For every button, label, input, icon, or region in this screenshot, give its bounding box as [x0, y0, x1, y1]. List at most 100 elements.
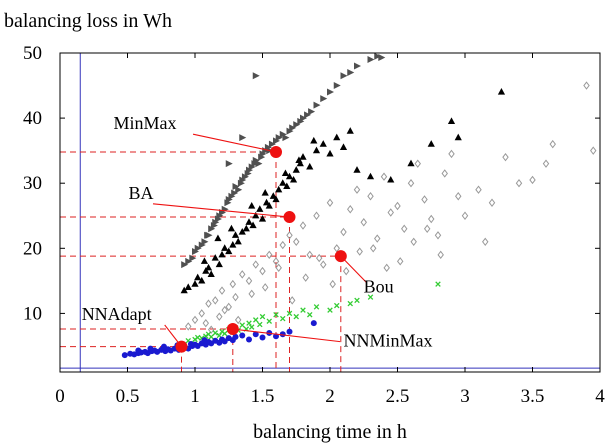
- bou-point: [275, 263, 282, 273]
- minmax-point: [289, 124, 297, 132]
- x-axis-label: balancing time in h: [253, 421, 407, 443]
- minmax-point: [216, 212, 224, 220]
- minmax-point: [273, 137, 280, 145]
- nnadapt-series: [121, 320, 317, 359]
- nnminmax-point: [221, 330, 228, 337]
- ba-point: [319, 140, 327, 147]
- ba-highlight-point: [283, 211, 296, 224]
- minmax-point: [268, 140, 276, 148]
- ba-point: [180, 286, 188, 294]
- nnadapt-point: [221, 338, 228, 345]
- bou-point: [383, 263, 390, 273]
- bou-point: [387, 208, 394, 217]
- minmax-point: [248, 163, 256, 171]
- x-tick-label: 0.5: [116, 386, 140, 407]
- minmax-point: [185, 257, 193, 265]
- bou-point: [367, 192, 374, 201]
- ba-leader-line: [152, 203, 290, 218]
- nnminmax-point: [327, 307, 333, 313]
- ba-annotation-label: BA: [128, 183, 153, 203]
- nnminmax-highlight-point: [226, 323, 239, 336]
- bou-point: [583, 81, 590, 90]
- bou-point: [288, 296, 296, 305]
- nnadapt-point: [187, 341, 194, 348]
- y-tick-label: 10: [23, 303, 42, 324]
- bou-point: [225, 302, 232, 312]
- bou-point: [410, 237, 417, 247]
- bou-point: [329, 279, 336, 289]
- bou-point: [205, 299, 212, 308]
- nnminmax-point: [248, 324, 255, 330]
- ba-point: [184, 283, 192, 290]
- minmax-point: [374, 53, 382, 60]
- ba-point: [346, 127, 354, 134]
- ba-point: [200, 257, 209, 264]
- x-tick-label: 1.5: [251, 386, 275, 407]
- nnadapt-highlight-point: [175, 340, 188, 353]
- minmax-point: [228, 192, 236, 200]
- minmax-point: [300, 114, 307, 122]
- nnminmax-point: [333, 302, 340, 309]
- minmax-point: [212, 218, 220, 226]
- nnminmax-leader-line: [232, 328, 341, 343]
- ba-point: [289, 175, 298, 183]
- ba-point: [258, 215, 267, 222]
- bou-point: [216, 312, 223, 321]
- ba-point: [497, 88, 506, 95]
- minmax-annotation-label: MinMax: [114, 113, 177, 133]
- nnminmax-point: [279, 315, 286, 322]
- nnminmax-point: [435, 281, 441, 287]
- nnminmax-point: [257, 321, 263, 328]
- y-axis-label: balancing loss in Wh: [4, 10, 172, 32]
- x-tick-label: 3: [460, 386, 470, 407]
- ba-point: [261, 188, 269, 196]
- bou-point: [394, 201, 401, 211]
- data-points: [121, 53, 597, 359]
- minmax-series: [181, 53, 386, 269]
- bou-point: [259, 266, 266, 276]
- ba-point: [279, 179, 287, 186]
- ba-point: [231, 231, 240, 238]
- bou-point: [414, 159, 421, 168]
- minmax-point: [198, 241, 206, 249]
- x-axis-ticks: 0 0.5 1 1.5 2 2.5 3 3.5 4: [55, 53, 605, 407]
- bou-point: [198, 309, 205, 318]
- ba-point: [207, 270, 215, 277]
- bou-point: [421, 195, 428, 204]
- minmax-point: [354, 62, 361, 70]
- ba-point: [326, 149, 334, 157]
- minmax-point: [232, 182, 240, 190]
- bou-point: [407, 178, 415, 188]
- minmax-point: [205, 231, 213, 239]
- minmax-point: [308, 108, 316, 116]
- ba-point: [310, 136, 318, 144]
- minmax-point: [225, 160, 233, 168]
- minmax-point: [225, 195, 233, 203]
- bou-point: [515, 178, 523, 188]
- minmax-point: [252, 72, 260, 80]
- ba-point: [198, 276, 206, 284]
- bou-point: [461, 211, 469, 220]
- minmax-point: [239, 176, 247, 184]
- nnminmax-point: [313, 304, 320, 310]
- bou-point: [212, 296, 219, 305]
- minmax-point: [282, 134, 290, 142]
- ba-point: [292, 166, 300, 173]
- nnadapt-point: [232, 333, 239, 340]
- ba-point: [245, 218, 253, 225]
- ba-point: [252, 211, 260, 219]
- minmax-point: [333, 82, 341, 90]
- bou-point: [401, 224, 408, 233]
- ba-point: [275, 185, 283, 193]
- ba-point: [353, 166, 361, 173]
- ba-point: [218, 250, 226, 258]
- nnminmax-point: [208, 334, 214, 340]
- x-tick-label: 2.5: [386, 386, 410, 407]
- ba-point: [407, 159, 415, 167]
- bou-point: [590, 146, 597, 155]
- bou-point: [229, 279, 237, 289]
- minmax-point: [235, 186, 243, 194]
- bou-point: [245, 276, 253, 286]
- highlight-markers: [175, 145, 347, 353]
